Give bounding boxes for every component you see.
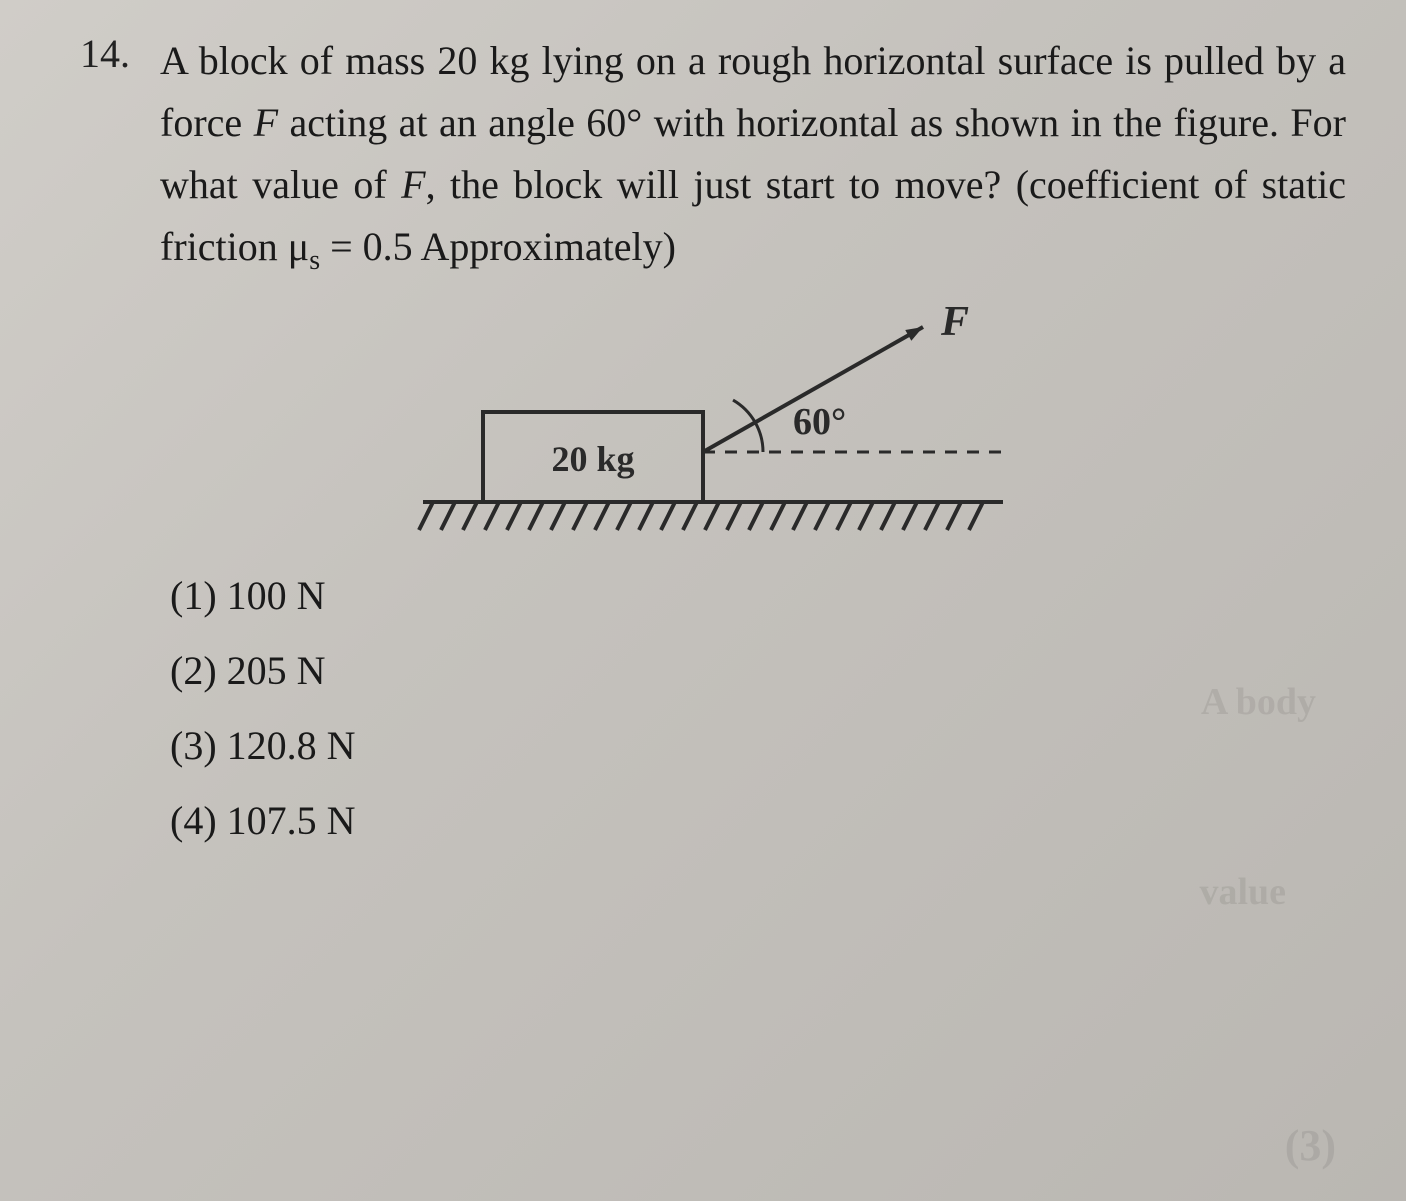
ghost-text-1: value	[1199, 870, 1286, 914]
ghost-text-3: (3)	[1285, 1120, 1336, 1171]
svg-text:20 kg: 20 kg	[551, 439, 634, 479]
options-list: (1) 100 N (2) 205 N (3) 120.8 N (4) 107.…	[170, 572, 1346, 844]
option-2: (2) 205 N	[170, 647, 1346, 694]
diagram-container: 20 kg 60° F	[80, 302, 1346, 562]
svg-text:60°: 60°	[793, 401, 846, 443]
page: 14. A block of mass 20 kg lying on a rou…	[0, 0, 1406, 1201]
option-3: (3) 120.8 N	[170, 722, 1346, 769]
option-4: (4) 107.5 N	[170, 797, 1346, 844]
force-symbol-2: F	[401, 162, 425, 207]
question-row: 14. A block of mass 20 kg lying on a rou…	[80, 30, 1346, 282]
question-part-4: = 0.5 Approximately)	[320, 224, 676, 269]
force-symbol-1: F	[254, 100, 278, 145]
question-text: A block of mass 20 kg lying on a rough h…	[160, 30, 1346, 282]
question-number: 14.	[80, 30, 140, 77]
mu-subscript: s	[309, 245, 320, 276]
physics-diagram: 20 kg 60° F	[363, 302, 1063, 562]
option-1: (1) 100 N	[170, 572, 1346, 619]
svg-text:F: F	[940, 302, 969, 345]
